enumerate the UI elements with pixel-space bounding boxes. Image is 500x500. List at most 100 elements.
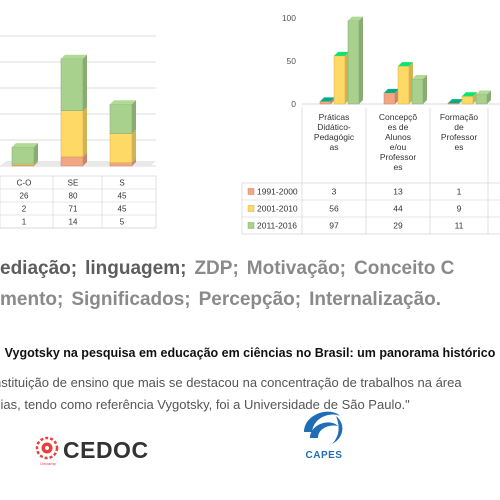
table-value: 97 bbox=[329, 221, 339, 231]
capes-emblem-icon bbox=[304, 411, 343, 444]
bar-side bbox=[487, 90, 491, 104]
bar-segment-side bbox=[132, 129, 136, 163]
bar-segment-side bbox=[132, 100, 136, 134]
category-label: Concepçõ es de Alunos e/ou Professor es bbox=[379, 112, 418, 172]
category-label: S bbox=[119, 179, 124, 188]
category-label-line: Pedagógic bbox=[314, 132, 355, 142]
legend-swatch bbox=[247, 222, 255, 229]
category-label-line: e/ou bbox=[390, 142, 407, 152]
table-value: 56 bbox=[329, 204, 339, 214]
bar bbox=[397, 62, 413, 105]
category-label: Práticas Didático-Pedagógic as bbox=[314, 112, 355, 152]
cedoc-logo: Unicamp CEDOC bbox=[34, 436, 154, 470]
keyword: Motivação; bbox=[246, 258, 347, 279]
bar-face bbox=[461, 96, 474, 105]
category-label-line: Professor bbox=[380, 152, 417, 162]
table-value: 44 bbox=[393, 204, 403, 214]
bar-face bbox=[333, 55, 346, 105]
stacked-bar-chart: C-O SE S 26 80 45 2 71 45 1 14 5 bbox=[0, 35, 157, 229]
bar bbox=[319, 97, 335, 105]
category-label-line: es bbox=[455, 142, 464, 152]
category-label-line: Alunos bbox=[385, 132, 411, 142]
bar-top bbox=[334, 51, 349, 56]
bar bbox=[333, 51, 349, 105]
table-value: 13 bbox=[393, 187, 403, 197]
cedoc-tagline: Unicamp bbox=[40, 461, 56, 466]
keyword: Percepção; bbox=[198, 289, 302, 310]
legend-label: 1991-2000 bbox=[257, 187, 298, 197]
table-value: 5 bbox=[120, 218, 125, 227]
bar-top bbox=[348, 16, 363, 21]
bar-segment-side bbox=[132, 158, 136, 166]
bar-segment-face bbox=[60, 58, 84, 111]
keyword: Internalização. bbox=[309, 289, 442, 310]
bar-segment-side bbox=[34, 160, 38, 166]
article-quote-line-1: nstituição de ensino que mais se destaco… bbox=[0, 375, 462, 390]
bar-top bbox=[462, 92, 477, 97]
bar-face bbox=[319, 101, 332, 105]
table-value: 1 bbox=[22, 218, 27, 227]
category-label-line: es de bbox=[388, 122, 409, 132]
bar bbox=[411, 75, 427, 105]
bar-segment-face bbox=[60, 110, 84, 158]
bar-segment-face bbox=[60, 156, 84, 167]
bar-face bbox=[475, 94, 488, 105]
bar-top bbox=[476, 90, 491, 95]
bar-segment bbox=[60, 54, 87, 111]
clustered-bar-chart: 100 50 0 Práticas Didático-Pedagógic as Concep… bbox=[241, 13, 500, 235]
bar bbox=[447, 99, 463, 105]
keyword: Significados; bbox=[71, 289, 191, 310]
category-label-line: Professor bbox=[441, 132, 478, 142]
keywords-line-1: ediação; linguagem; ZDP; Motivação; Conceito… bbox=[0, 258, 500, 280]
y-tick-label: 0 bbox=[291, 99, 296, 109]
keyword: linguagem; bbox=[85, 258, 187, 279]
bar-segment-top bbox=[12, 143, 38, 148]
category-label: C-O bbox=[17, 179, 32, 188]
table-value: 71 bbox=[69, 205, 78, 214]
legend-swatch bbox=[247, 205, 255, 212]
bar-side bbox=[359, 16, 363, 104]
category-label-line: Formação bbox=[440, 112, 479, 122]
bar-face bbox=[397, 65, 410, 105]
bar bbox=[461, 92, 477, 105]
bar-segment-side bbox=[83, 106, 87, 157]
article-quote-line-2: cias, tendo como referência Vygotsky, fo… bbox=[0, 397, 410, 412]
bar-segment-top bbox=[61, 54, 87, 59]
bar-top bbox=[412, 75, 427, 80]
bar-segment-face bbox=[11, 146, 35, 165]
bar-top bbox=[384, 88, 399, 93]
keyword: ediação; bbox=[0, 258, 78, 279]
keywords-line-2: mento; Significados; Percepção; Internaliza… bbox=[0, 289, 500, 311]
table-value: 14 bbox=[69, 218, 78, 227]
table-value: 29 bbox=[393, 221, 403, 231]
bar-segment-face bbox=[109, 133, 133, 163]
keyword: Conceito C bbox=[354, 258, 455, 279]
category-label-line: Concepçõ bbox=[379, 112, 418, 122]
category-label-line: Didático- bbox=[317, 122, 351, 132]
capes-wordmark: CAPES bbox=[305, 450, 343, 461]
table-value: 11 bbox=[455, 221, 464, 231]
y-tick-label: 50 bbox=[287, 56, 297, 66]
keyword: mento; bbox=[0, 289, 64, 310]
capes-logo: CAPES bbox=[296, 402, 352, 478]
keyword: ZDP; bbox=[194, 258, 239, 279]
legend-label: 2001-2010 bbox=[257, 204, 298, 214]
bar bbox=[383, 88, 399, 105]
bar-face bbox=[347, 20, 360, 105]
legend-label: 2011-2016 bbox=[257, 221, 297, 231]
bar-face bbox=[383, 92, 396, 105]
data-table-border bbox=[241, 182, 500, 235]
bar-segment-side bbox=[83, 152, 87, 166]
bar bbox=[475, 90, 491, 105]
table-value: 2 bbox=[22, 205, 27, 214]
bar-face bbox=[447, 102, 460, 105]
table-value: 45 bbox=[118, 205, 127, 214]
bar-segment-side bbox=[34, 161, 38, 166]
category-label: SE bbox=[68, 179, 79, 188]
table-value: 80 bbox=[69, 192, 78, 201]
bar-segment-side bbox=[83, 54, 87, 111]
category-label-line: es bbox=[394, 162, 403, 172]
table-value: 1 bbox=[457, 187, 462, 197]
cedoc-wordmark: CEDOC bbox=[63, 437, 149, 463]
bar-segment bbox=[11, 143, 38, 165]
